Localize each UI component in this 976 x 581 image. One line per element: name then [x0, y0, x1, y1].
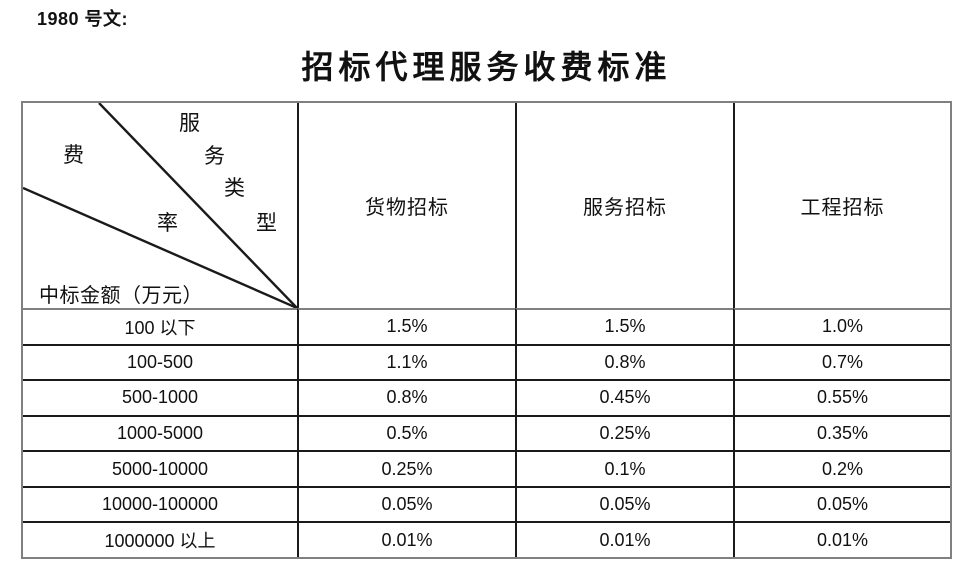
fee-value-cell: 0.25% — [297, 450, 515, 486]
row-amount-range: 500-1000 — [23, 379, 297, 415]
table-corner-cell: 服 务 类 型 费 率 中标金额（万元） — [23, 103, 297, 308]
corner-type-char: 类 — [224, 176, 245, 200]
fee-value-cell: 0.2% — [733, 450, 950, 486]
fee-value-cell: 0.45% — [515, 379, 733, 415]
fee-value-cell: 0.25% — [515, 414, 733, 451]
column-header-services: 服务招标 — [515, 103, 733, 308]
row-axis-label: 中标金额（万元） — [39, 285, 203, 307]
fee-value-cell: 0.8% — [515, 343, 733, 380]
column-header-goods: 货物招标 — [297, 103, 515, 308]
fee-value-cell: 0.01% — [297, 521, 515, 557]
row-amount-range: 1000000 以上 — [23, 521, 297, 557]
row-amount-range: 5000-10000 — [23, 450, 297, 486]
row-amount-range: 10000-100000 — [23, 485, 297, 522]
diagonal-divider-lines — [23, 103, 297, 308]
corner-type-char: 型 — [256, 211, 277, 235]
corner-type-char: 务 — [204, 144, 225, 168]
fee-value-cell: 1.5% — [515, 308, 733, 344]
fee-value-cell: 0.05% — [297, 485, 515, 522]
fee-value-cell: 0.05% — [515, 485, 733, 522]
corner-fee-char: 率 — [157, 211, 178, 235]
row-amount-range: 100-500 — [23, 343, 297, 380]
fee-value-cell: 0.01% — [733, 521, 950, 557]
fee-value-cell: 0.05% — [733, 485, 950, 522]
doc-number-label: 1980 号文: — [37, 9, 129, 29]
fee-value-cell: 0.5% — [297, 414, 515, 451]
fee-value-cell: 0.01% — [515, 521, 733, 557]
fee-table: 服 务 类 型 费 率 中标金额（万元） 货物招标 服务招标 工程招标 100 … — [21, 101, 952, 559]
fee-value-cell: 1.1% — [297, 343, 515, 380]
fee-value-cell: 0.7% — [733, 343, 950, 380]
page-title: 招标代理服务收费标准 — [301, 49, 672, 85]
fee-value-cell: 0.55% — [733, 379, 950, 415]
fee-value-cell: 0.1% — [515, 450, 733, 486]
corner-fee-char: 费 — [63, 143, 84, 167]
row-amount-range: 1000-5000 — [23, 414, 297, 451]
row-amount-range: 100 以下 — [23, 308, 297, 344]
fee-value-cell: 0.35% — [733, 414, 950, 451]
fee-value-cell: 0.8% — [297, 379, 515, 415]
corner-type-char: 服 — [179, 111, 200, 135]
column-header-engineering: 工程招标 — [733, 103, 950, 308]
fee-value-cell: 1.5% — [297, 308, 515, 344]
fee-value-cell: 1.0% — [733, 308, 950, 344]
